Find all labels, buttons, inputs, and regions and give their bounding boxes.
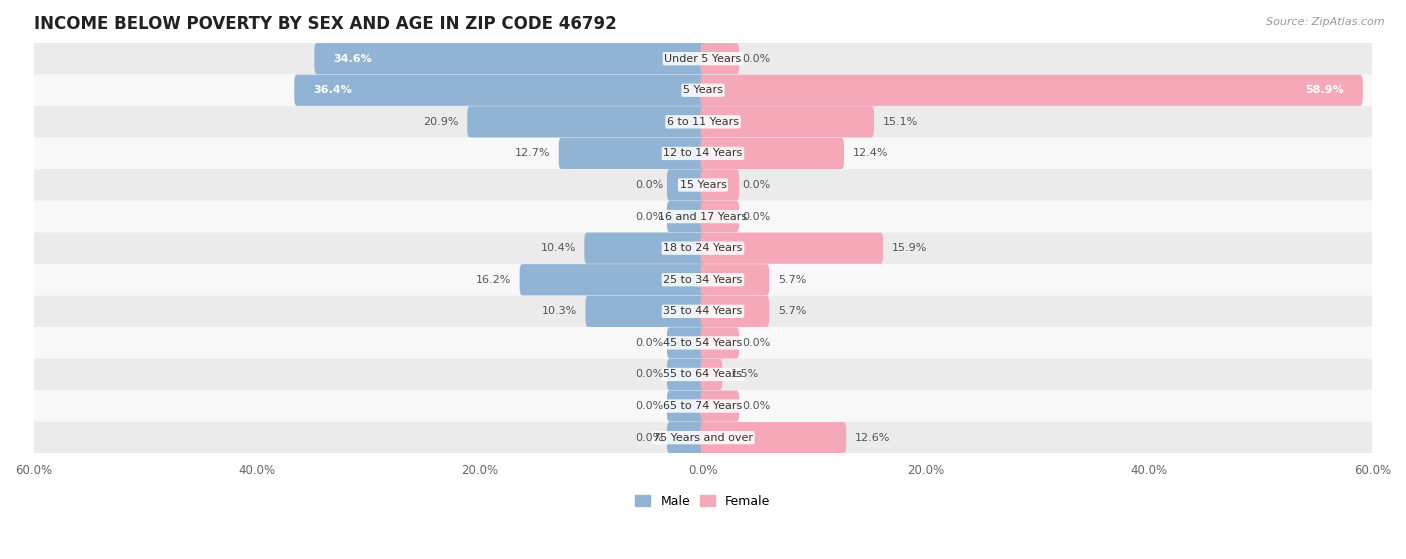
Text: 15 Years: 15 Years [679,180,727,190]
Text: 15.1%: 15.1% [883,117,918,127]
FancyBboxPatch shape [666,328,706,358]
FancyBboxPatch shape [700,138,844,169]
Text: 5.7%: 5.7% [778,306,806,316]
FancyBboxPatch shape [34,74,1372,106]
Text: 20.9%: 20.9% [423,117,458,127]
Text: 35 to 44 Years: 35 to 44 Years [664,306,742,316]
FancyBboxPatch shape [700,43,740,74]
FancyBboxPatch shape [467,106,706,138]
Text: 12.7%: 12.7% [515,149,550,158]
FancyBboxPatch shape [34,359,1372,390]
Text: 0.0%: 0.0% [742,54,770,64]
FancyBboxPatch shape [700,359,723,390]
Text: 0.0%: 0.0% [636,180,664,190]
FancyBboxPatch shape [700,233,883,264]
FancyBboxPatch shape [700,422,846,453]
FancyBboxPatch shape [700,169,740,201]
Text: 55 to 64 Years: 55 to 64 Years [664,369,742,380]
Text: 10.4%: 10.4% [540,243,576,253]
FancyBboxPatch shape [34,327,1372,359]
FancyBboxPatch shape [666,359,706,390]
Text: Source: ZipAtlas.com: Source: ZipAtlas.com [1267,17,1385,27]
Text: 25 to 34 Years: 25 to 34 Years [664,274,742,285]
Text: 65 to 74 Years: 65 to 74 Years [664,401,742,411]
FancyBboxPatch shape [34,138,1372,169]
Text: 36.4%: 36.4% [314,86,353,95]
Text: 15.9%: 15.9% [891,243,927,253]
Text: 0.0%: 0.0% [636,401,664,411]
Text: 0.0%: 0.0% [742,401,770,411]
Text: 16.2%: 16.2% [475,274,512,285]
Text: 12 to 14 Years: 12 to 14 Years [664,149,742,158]
FancyBboxPatch shape [666,422,706,453]
Text: 10.3%: 10.3% [541,306,576,316]
Legend: Male, Female: Male, Female [630,490,776,513]
FancyBboxPatch shape [34,390,1372,422]
FancyBboxPatch shape [700,390,740,421]
FancyBboxPatch shape [34,422,1372,453]
FancyBboxPatch shape [34,264,1372,296]
Text: 0.0%: 0.0% [742,338,770,348]
FancyBboxPatch shape [34,201,1372,233]
FancyBboxPatch shape [34,169,1372,201]
Text: 6 to 11 Years: 6 to 11 Years [666,117,740,127]
Text: 0.0%: 0.0% [742,180,770,190]
Text: 1.5%: 1.5% [731,369,759,380]
FancyBboxPatch shape [666,390,706,421]
FancyBboxPatch shape [558,138,706,169]
Text: 12.6%: 12.6% [855,433,890,443]
Text: 18 to 24 Years: 18 to 24 Years [664,243,742,253]
FancyBboxPatch shape [666,169,706,201]
FancyBboxPatch shape [666,201,706,232]
Text: 0.0%: 0.0% [636,369,664,380]
Text: 0.0%: 0.0% [636,338,664,348]
Text: 58.9%: 58.9% [1305,86,1343,95]
Text: 5 Years: 5 Years [683,86,723,95]
Text: 0.0%: 0.0% [636,211,664,221]
FancyBboxPatch shape [520,264,706,295]
FancyBboxPatch shape [700,264,769,295]
FancyBboxPatch shape [585,233,706,264]
FancyBboxPatch shape [315,43,706,74]
FancyBboxPatch shape [700,201,740,232]
FancyBboxPatch shape [34,43,1372,74]
FancyBboxPatch shape [34,233,1372,264]
FancyBboxPatch shape [294,75,706,106]
FancyBboxPatch shape [34,296,1372,327]
Text: Under 5 Years: Under 5 Years [665,54,741,64]
FancyBboxPatch shape [700,328,740,358]
FancyBboxPatch shape [34,106,1372,138]
FancyBboxPatch shape [585,296,706,327]
Text: 45 to 54 Years: 45 to 54 Years [664,338,742,348]
FancyBboxPatch shape [700,106,875,138]
Text: 34.6%: 34.6% [333,54,373,64]
Text: 12.4%: 12.4% [852,149,889,158]
Text: 75 Years and over: 75 Years and over [652,433,754,443]
Text: 0.0%: 0.0% [742,211,770,221]
FancyBboxPatch shape [700,296,769,327]
Text: 16 and 17 Years: 16 and 17 Years [658,211,748,221]
FancyBboxPatch shape [700,75,1362,106]
Text: 0.0%: 0.0% [636,433,664,443]
Text: 5.7%: 5.7% [778,274,806,285]
Text: INCOME BELOW POVERTY BY SEX AND AGE IN ZIP CODE 46792: INCOME BELOW POVERTY BY SEX AND AGE IN Z… [34,15,616,33]
